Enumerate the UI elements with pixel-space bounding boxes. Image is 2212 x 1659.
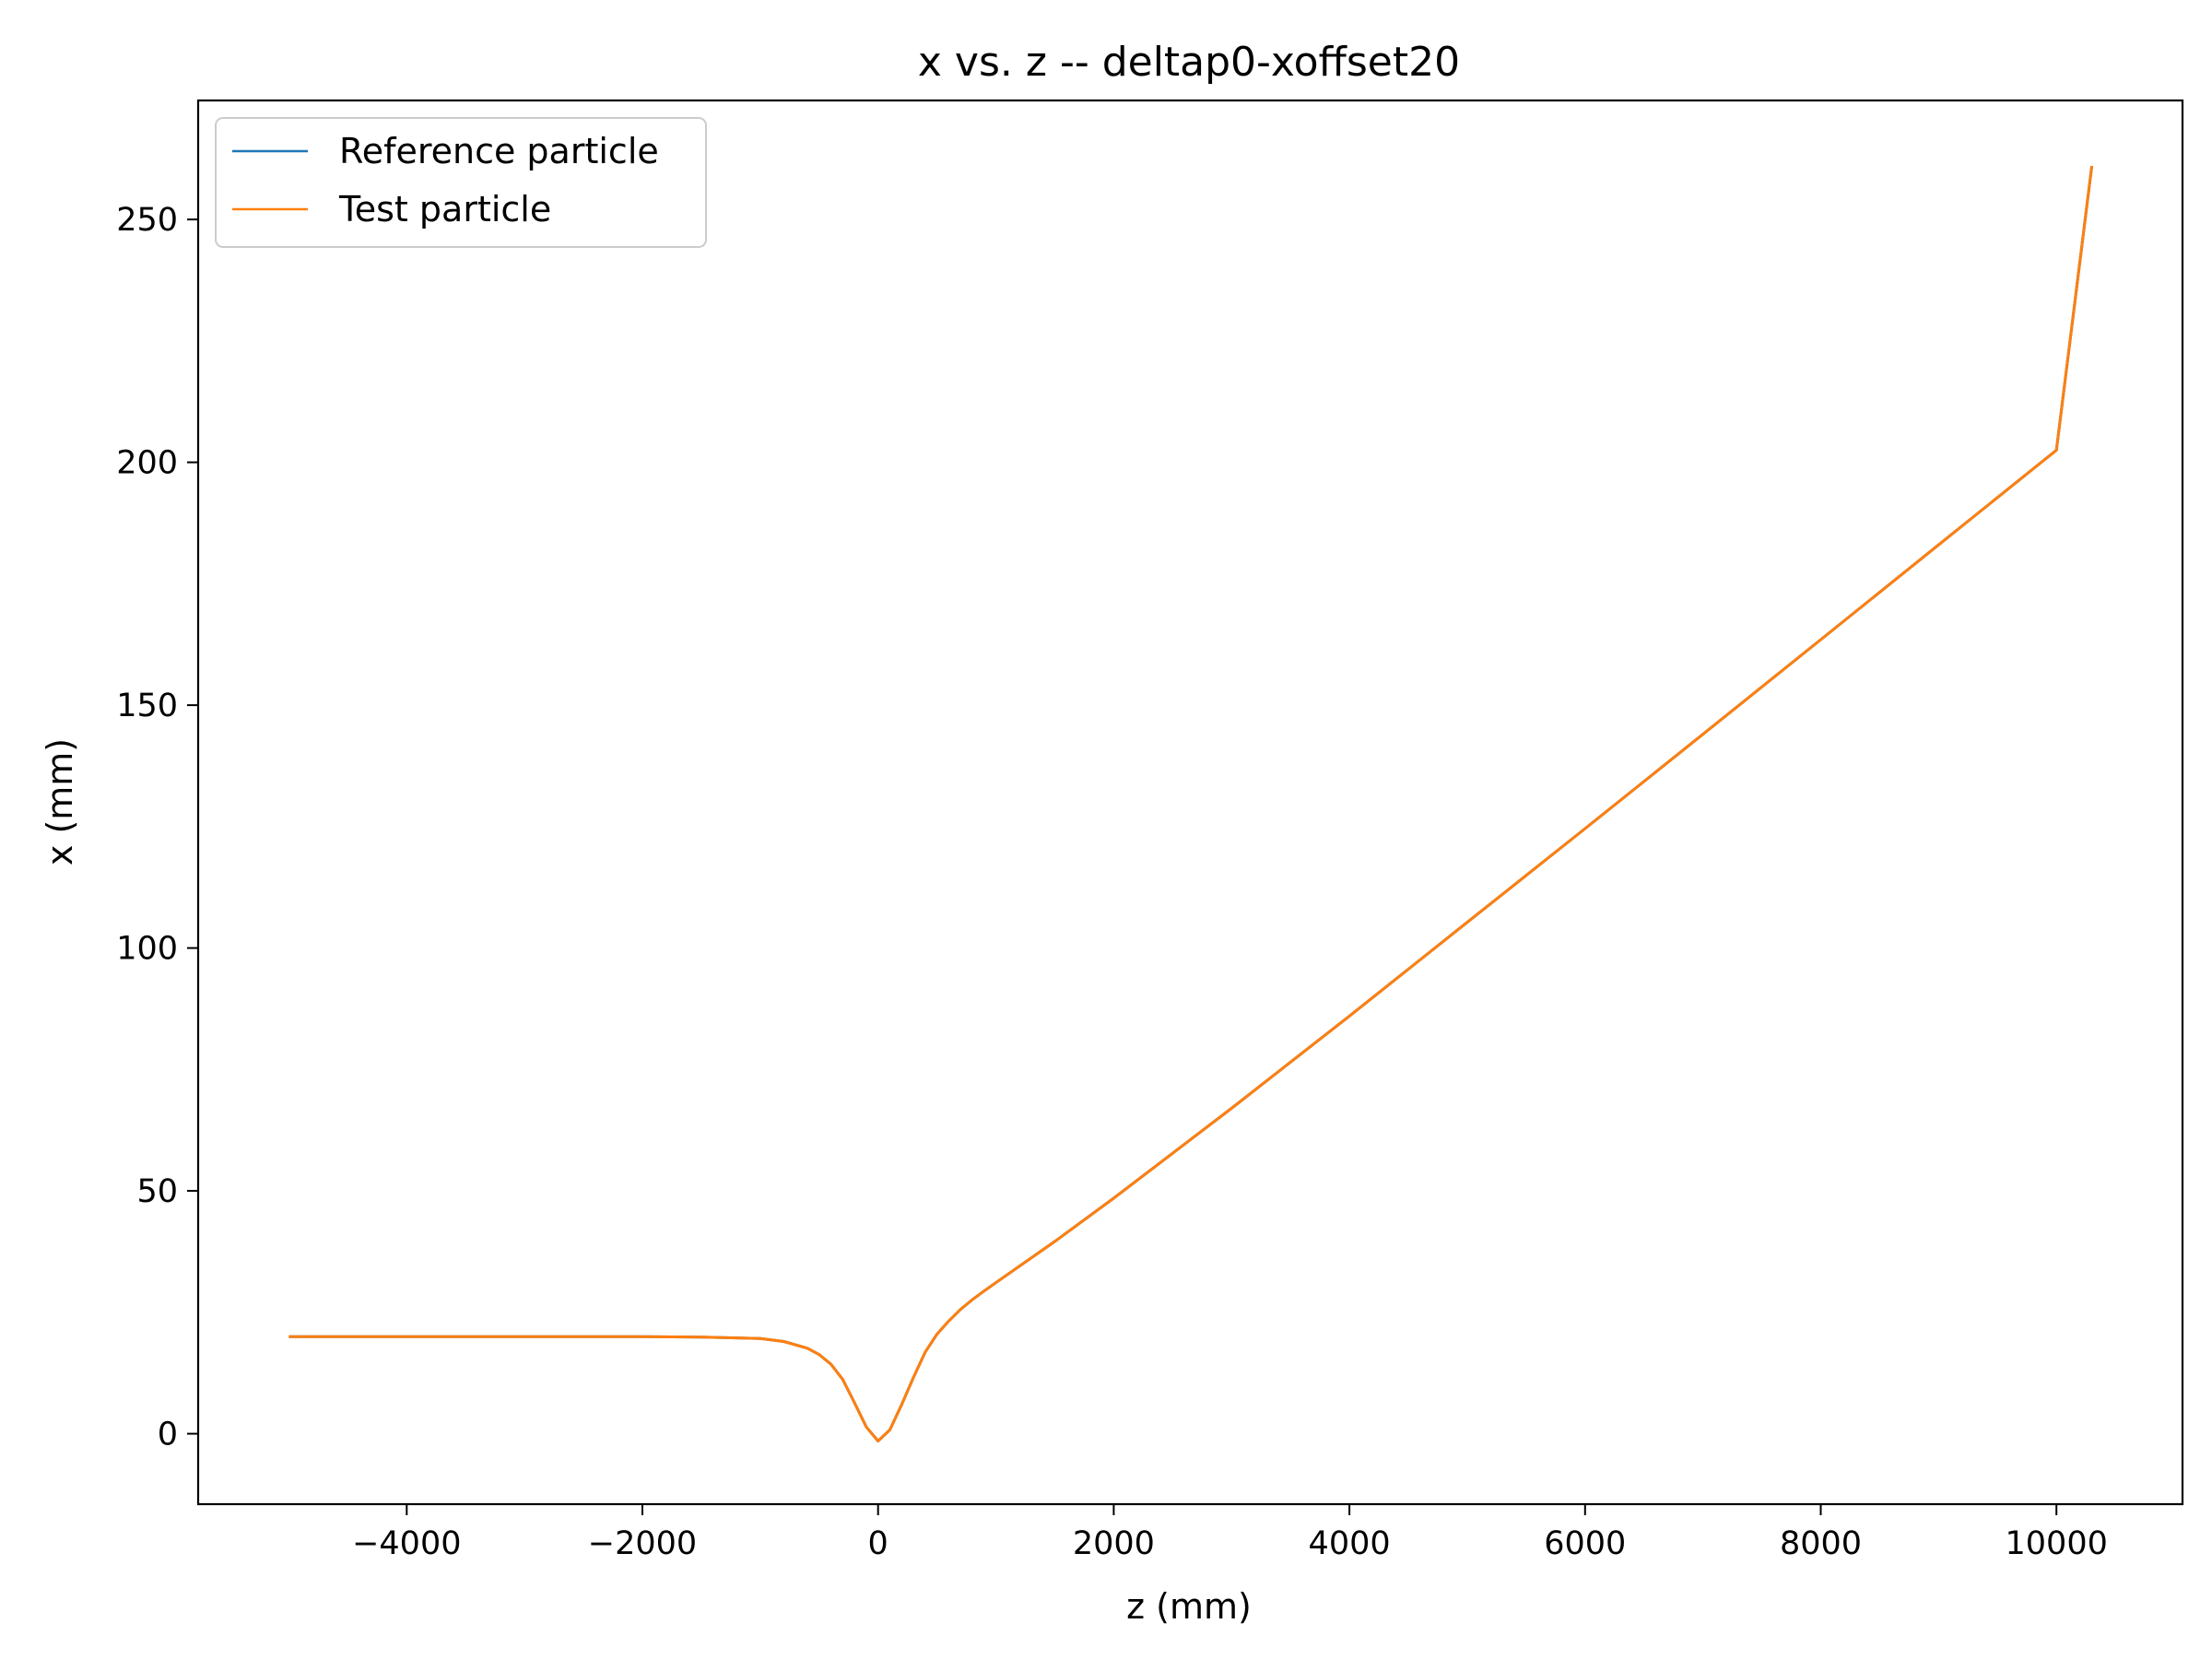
x-axis-ticks: −4000 −2000 0 2000 4000 6000 8000 10000: [352, 1504, 2108, 1562]
x-tick-label: −2000: [588, 1525, 697, 1562]
legend-label-reference-particle: Reference particle: [339, 131, 659, 171]
y-tick-label: 200: [116, 445, 178, 482]
series-layer: [288, 165, 2094, 1442]
y-tick-label: 250: [116, 202, 178, 239]
x-tick-label: 4000: [1309, 1525, 1391, 1562]
x-tick-label: 0: [868, 1525, 888, 1562]
legend: Reference particle Test particle: [215, 117, 707, 248]
x-tick-label: 8000: [1780, 1525, 1862, 1562]
legend-label-test-particle: Test particle: [338, 189, 551, 229]
y-tick-label: 150: [116, 688, 178, 724]
axes-frame: [196, 99, 2184, 1506]
plot-area: [196, 99, 2184, 1506]
series-line-test-particle: [288, 165, 2094, 1442]
legend-box: [215, 117, 707, 248]
y-tick-label: 0: [158, 1417, 178, 1453]
y-tick-label: 100: [116, 931, 178, 968]
x-tick-label: 2000: [1073, 1525, 1155, 1562]
y-tick-label: 50: [136, 1173, 178, 1210]
x-axis-label: z (mm): [1126, 1586, 1252, 1627]
y-axis-label: x (mm): [40, 738, 80, 865]
x-tick-label: 10000: [2006, 1525, 2108, 1562]
x-tick-label: −4000: [352, 1525, 461, 1562]
y-axis-ticks: 0 50 100 150 200 250: [116, 202, 198, 1453]
x-tick-label: 6000: [1544, 1525, 1626, 1562]
chart-title: x vs. z -- deltap0-xoffset20: [918, 39, 1460, 86]
